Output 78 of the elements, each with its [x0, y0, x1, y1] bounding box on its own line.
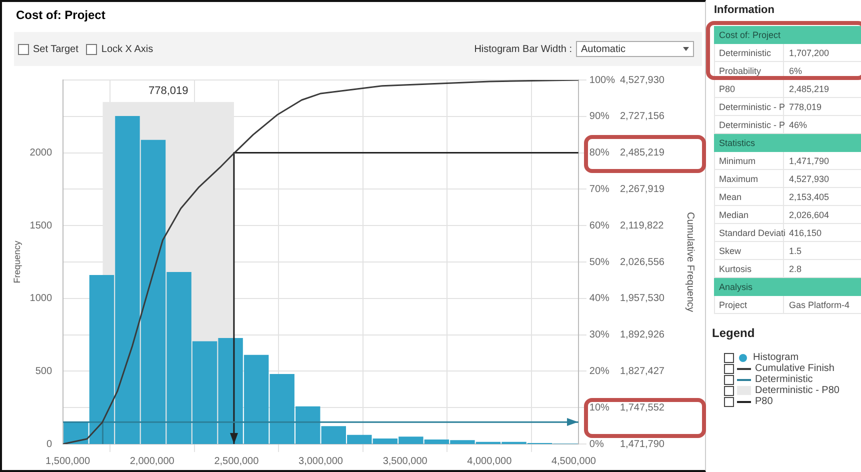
- legend-title: Legend: [712, 326, 756, 340]
- text: Information: [714, 4, 776, 18]
- text: 2,026,604: [789, 210, 830, 220]
- text: P80: [719, 84, 736, 94]
- text: 778,019: [789, 102, 822, 112]
- text: 1,957,530: [620, 293, 665, 304]
- text: 1,471,790: [789, 156, 830, 166]
- x-tick-label: 2,000,000: [130, 456, 175, 467]
- y-tick-label: 1500: [30, 220, 52, 232]
- y2-tick-label: 40%: [589, 293, 610, 304]
- y2-tick-label: 50%: [589, 256, 610, 268]
- y2-tick-label: 60%: [589, 220, 610, 232]
- x-tick-label: 1,500,000: [46, 456, 90, 467]
- text: 2,026,556: [620, 256, 665, 268]
- y2-tick-label: 80%: [589, 148, 610, 159]
- text: 416,150: [789, 228, 822, 238]
- x-tick-label: 4,500,000: [551, 456, 596, 467]
- text: 1,827,427: [620, 366, 665, 377]
- text: Histogram Bar Width :: [474, 44, 572, 54]
- y2-tick-label: 90%: [589, 111, 610, 122]
- text: 2,727,156: [620, 111, 665, 122]
- y2-tick-label: 30%: [589, 330, 610, 341]
- y2-axis-title: Cumulative Frequency: [684, 212, 696, 312]
- text: 2,485,219: [620, 148, 665, 159]
- y-tick-label: 1000: [30, 293, 52, 304]
- text: 46%: [789, 120, 808, 130]
- text: Statistics: [719, 138, 756, 148]
- text: 2.8: [789, 264, 802, 274]
- text: Cost of: Project: [719, 30, 781, 40]
- x-tick-label: 3,500,000: [382, 456, 428, 467]
- legend-label: Cumulative Finish: [754, 363, 836, 374]
- y-tick-label: 2000: [30, 148, 52, 159]
- text: Deterministic - P: [719, 120, 786, 130]
- x-tick-label: 2,500,000: [214, 456, 260, 467]
- y-tick-label: 0: [46, 438, 52, 450]
- text: 2,153,405: [789, 192, 830, 202]
- legend-label: Deterministic: [754, 374, 814, 385]
- text: Skew: [719, 246, 742, 256]
- text: 6%: [789, 66, 802, 76]
- x-tick-label: 4,000,000: [467, 456, 512, 467]
- text: Analysis: [719, 282, 753, 292]
- y2-tick-label: 100%: [589, 74, 616, 86]
- y2-tick-label: 0%: [589, 438, 604, 450]
- text: Deterministic: [719, 48, 772, 58]
- text: Project: [719, 300, 748, 310]
- text: 1,892,926: [620, 330, 665, 341]
- text: 4,527,930: [620, 74, 665, 86]
- text: 1,707,200: [789, 48, 830, 58]
- legend-label: Histogram: [752, 352, 800, 363]
- text: Set Target: [32, 44, 78, 54]
- y-tick-label: 500: [35, 366, 52, 377]
- y2-tick-label: 20%: [589, 366, 610, 377]
- text: Median: [719, 210, 749, 220]
- legend-label: P80: [754, 396, 774, 407]
- y2-tick-label: 70%: [589, 184, 610, 195]
- text: 1.5: [789, 246, 802, 256]
- band-label: 778,019: [148, 85, 188, 98]
- text: 1,471,790: [620, 438, 665, 450]
- dropdown-field: Automatic: [576, 41, 694, 57]
- text: Lock X Axis: [100, 44, 154, 54]
- text: 2,267,919: [620, 184, 665, 195]
- text: 4,527,930: [789, 174, 830, 184]
- text: Kurtosis: [719, 264, 752, 274]
- text: 1,747,552: [620, 402, 665, 414]
- chart-title: Cost of: Project: [16, 8, 106, 22]
- text: 2,119,822: [620, 220, 664, 232]
- text: Gas Platform-4: [789, 300, 850, 310]
- text: Deterministic - P: [719, 102, 786, 112]
- text: Standard Deviati: [719, 228, 786, 238]
- text: Minimum: [719, 156, 756, 166]
- x-tick-label: 3,000,000: [298, 456, 344, 467]
- y-axis-title: Frequency: [12, 240, 22, 284]
- y2-tick-label: 10%: [589, 402, 610, 414]
- text: Mean: [719, 192, 742, 202]
- text: Probability: [719, 66, 762, 76]
- text: Deterministic - P80: [754, 385, 840, 396]
- text: Maximum: [719, 174, 758, 184]
- text: 2,485,219: [789, 84, 830, 94]
